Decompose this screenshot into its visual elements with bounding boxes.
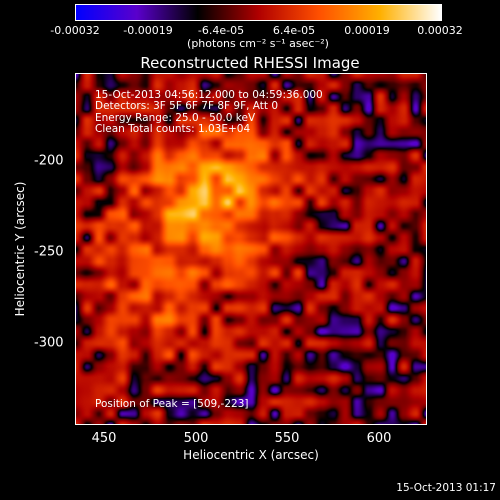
- x-axis-label: Heliocentric X (arcsec): [183, 448, 319, 462]
- annotation-detectors: Detectors: 3F 5F 6F 7F 8F 9F, Att 0: [95, 100, 279, 112]
- x-tick-label: 500: [183, 431, 209, 446]
- x-tick-label: 550: [274, 431, 300, 446]
- colorbar-tick: -0.00019: [123, 24, 173, 37]
- colorbar-tick: -0.00032: [50, 24, 100, 37]
- footer-timestamp: 15-Oct-2013 01:17: [396, 482, 496, 494]
- colorbar-unit-label: (photons cm⁻² s⁻¹ asec⁻²): [187, 37, 329, 50]
- colorbar-tick: 6.4e-05: [272, 24, 316, 37]
- plot-frame: [75, 73, 427, 425]
- colorbar-tick: -6.4e-05: [197, 24, 245, 37]
- annotation-time-range: 15-Oct-2013 04:56:12.000 to 04:59:36.000: [95, 89, 323, 101]
- colorbar: [75, 4, 442, 21]
- heatmap-image: [75, 73, 427, 425]
- x-tick-label: 600: [366, 431, 392, 446]
- annotation-energy-range: Energy Range: 25.0 - 50.0 keV: [95, 112, 256, 124]
- y-tick-label: -250: [34, 244, 64, 260]
- annotation-peak-position: Position of Peak = [509,-223]: [95, 398, 249, 410]
- y-tick-label: -200: [34, 153, 64, 169]
- y-tick-label: -300: [34, 335, 64, 351]
- chart-title: Reconstructed RHESSI Image: [140, 54, 360, 72]
- colorbar-tick: 0.00032: [417, 24, 463, 37]
- x-tick-label: 450: [91, 431, 117, 446]
- colorbar-tick: 0.00019: [344, 24, 390, 37]
- annotation-clean-counts: Clean Total counts: 1.03E+04: [95, 123, 251, 135]
- y-axis-label: Heliocentric Y (arcsec): [13, 181, 27, 317]
